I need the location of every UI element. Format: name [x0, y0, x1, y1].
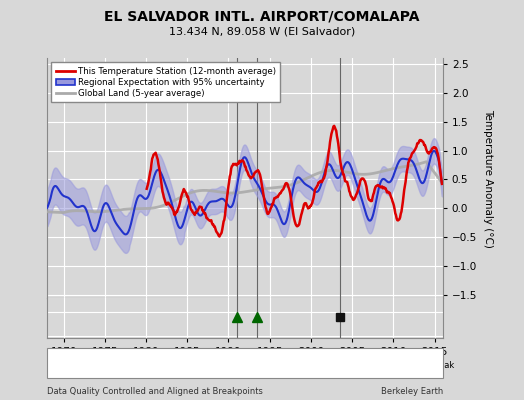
Text: Time of Obs. Change: Time of Obs. Change — [262, 361, 350, 370]
Text: Station Move: Station Move — [68, 361, 123, 370]
Text: ▲: ▲ — [147, 360, 154, 370]
Y-axis label: Temperature Anomaly (°C): Temperature Anomaly (°C) — [483, 108, 493, 248]
Text: Record Gap: Record Gap — [162, 361, 211, 370]
Text: ▼: ▼ — [246, 360, 254, 370]
Text: Berkeley Earth: Berkeley Earth — [380, 387, 443, 396]
Text: EL SALVADOR INTL. AIRPORT/COMALAPA: EL SALVADOR INTL. AIRPORT/COMALAPA — [104, 10, 420, 24]
Text: Empirical Break: Empirical Break — [388, 361, 454, 370]
Text: ■: ■ — [372, 360, 381, 370]
Text: ◆: ◆ — [52, 360, 60, 370]
Legend: This Temperature Station (12-month average), Regional Expectation with 95% uncer: This Temperature Station (12-month avera… — [51, 62, 280, 102]
Text: Data Quality Controlled and Aligned at Breakpoints: Data Quality Controlled and Aligned at B… — [47, 387, 263, 396]
Text: 13.434 N, 89.058 W (El Salvador): 13.434 N, 89.058 W (El Salvador) — [169, 26, 355, 36]
